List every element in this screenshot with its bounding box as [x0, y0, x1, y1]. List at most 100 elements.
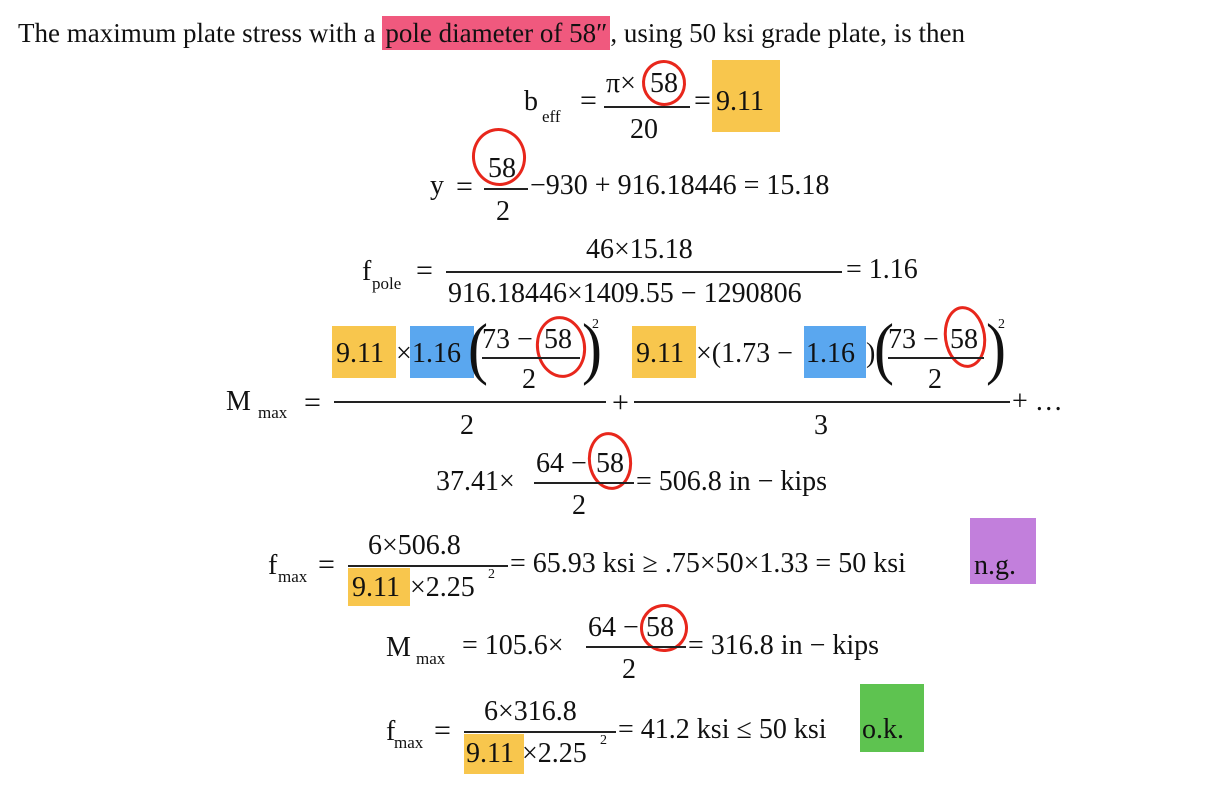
term1-beff: 9.11 — [336, 338, 384, 369]
term1-exponent: 2 — [592, 317, 599, 332]
fmax1-beff-highlight — [348, 568, 410, 606]
moment1-numerator: 64 − — [536, 448, 587, 479]
beff-result-highlight — [712, 60, 780, 132]
term2-fpole: 1.16 — [806, 338, 855, 369]
fmax1-denominator-rest: ×2.25 — [410, 572, 475, 603]
term2-times-open: ×(1.73 − — [696, 338, 793, 369]
term1-denominator: 2 — [460, 410, 474, 441]
fmax2-denominator-beff: 9.11 — [466, 738, 514, 769]
y-rest: −930 + 916.18446 = 15.18 — [530, 170, 830, 201]
intro-text-after: , using 50 ksi grade plate, is then — [610, 18, 966, 48]
fmax1-equals: = — [318, 548, 335, 581]
term2-beff-highlight — [632, 326, 696, 378]
mmax2-result: = 316.8 in − kips — [688, 630, 880, 661]
term1-inner-diameter: 58 — [544, 324, 572, 355]
fmax2-numerator: 6×316.8 — [484, 696, 577, 727]
fmax2-result: = 41.2 ksi ≤ 50 ksi — [618, 714, 827, 745]
fpole-equals: = — [416, 254, 433, 287]
fmax2-verdict-highlight — [860, 684, 924, 752]
beff-diameter-circle — [639, 57, 689, 109]
term1-left-paren: ( — [468, 310, 488, 386]
mmax2-prefix: = 105.6× — [462, 630, 564, 661]
fmax2-verdict: o.k. — [862, 714, 904, 745]
mmax2-numerator: 64 − — [588, 612, 639, 643]
intro-sentence: The maximum plate stress with a pole dia… — [18, 16, 966, 50]
mmax2-symbol: M — [386, 632, 411, 663]
beff-equals: = — [580, 84, 597, 117]
moment1-fraction-bar — [534, 482, 634, 484]
fmax2-denominator-rest: ×2.25 — [522, 738, 587, 769]
term2-denominator: 3 — [814, 410, 828, 441]
mmax-plus: + — [612, 386, 629, 419]
beff-subscript: eff — [542, 107, 561, 126]
intro-text-before: The maximum plate stress with a — [18, 18, 383, 48]
beff-fraction-bar — [604, 106, 690, 108]
term2-close: ) — [866, 338, 876, 369]
term2-left-paren: ( — [874, 310, 894, 386]
fmax2-subscript: max — [394, 733, 424, 752]
y-numerator: 58 — [488, 153, 516, 184]
moment1-prefix: 37.41× — [436, 466, 515, 497]
fmax2-beff-highlight — [464, 734, 524, 774]
fmax1-verdict-highlight — [970, 518, 1036, 584]
fmax2-symbol: f — [386, 716, 396, 747]
mmax-tail: + … — [1012, 386, 1063, 417]
term1-inner-denominator: 2 — [522, 364, 536, 395]
term1-beff-highlight — [332, 326, 396, 378]
mmax2-diameter: 58 — [646, 612, 674, 643]
term1-fpole-highlight — [410, 326, 474, 378]
fmax2-fraction-bar — [464, 731, 616, 733]
mmax-subscript: max — [258, 403, 288, 422]
y-fraction-bar — [484, 188, 528, 190]
term2-inner-fraction-bar — [888, 357, 984, 359]
term2-diameter-circle — [939, 303, 991, 371]
y-diameter-circle — [468, 124, 530, 190]
term1-inner-fraction-bar — [482, 357, 580, 359]
moment1-result: = 506.8 in − kips — [636, 466, 828, 497]
fpole-denominator: 916.18446×1409.55 − 1290806 — [448, 278, 802, 309]
mmax-equals: = — [304, 386, 321, 419]
term2-right-paren: ) — [986, 310, 1006, 386]
beff-result: 9.11 — [716, 86, 764, 117]
y-equals: = — [456, 170, 473, 203]
term2-inner-denominator: 2 — [928, 364, 942, 395]
fpole-numerator: 46×15.18 — [586, 234, 693, 265]
fmax1-symbol: f — [268, 550, 278, 581]
fmax1-denominator-beff: 9.11 — [352, 572, 400, 603]
mmax2-denominator: 2 — [622, 654, 636, 685]
fmax1-subscript: max — [278, 567, 308, 586]
fmax1-numerator: 6×506.8 — [368, 530, 461, 561]
fpole-symbol: f — [362, 256, 372, 287]
fmax1-denominator-exp: 2 — [488, 567, 495, 582]
beff-equals-2: = — [694, 84, 711, 117]
fmax1-result: = 65.93 ksi ≥ .75×50×1.33 = 50 ksi — [510, 548, 906, 579]
term1-fpole: 1.16 — [412, 338, 461, 369]
term1-times: × — [396, 338, 412, 369]
fpole-fraction-bar — [446, 271, 842, 273]
beff-denominator: 20 — [630, 114, 658, 145]
fpole-subscript: pole — [372, 274, 402, 293]
fmax1-fraction-bar — [348, 565, 508, 567]
mmax2-subscript: max — [416, 649, 446, 668]
term2-fpole-highlight — [804, 326, 866, 378]
fmax2-denominator-exp: 2 — [600, 733, 607, 748]
beff-numerator-diameter: 58 — [650, 68, 678, 99]
y-symbol: y — [430, 170, 444, 201]
beff-symbol: b — [524, 86, 538, 117]
term1-inner-numerator: 73 − — [482, 324, 533, 355]
term2-fraction-bar — [634, 401, 1010, 403]
fpole-result: = 1.16 — [846, 254, 918, 285]
mmax2-fraction-bar — [586, 646, 686, 648]
term2-inner-numerator: 73 − — [888, 324, 939, 355]
moment1-denominator: 2 — [572, 490, 586, 521]
term1-fraction-bar — [334, 401, 606, 403]
moment1-diameter: 58 — [596, 448, 624, 479]
term2-exponent: 2 — [998, 317, 1005, 332]
y-denominator: 2 — [496, 196, 510, 227]
term1-right-paren: ) — [582, 310, 602, 386]
term2-inner-diameter: 58 — [950, 324, 978, 355]
pole-diameter-highlight: pole diameter of 58″ — [382, 16, 611, 50]
fmax2-equals: = — [434, 714, 451, 747]
beff-numerator-pi: π× — [606, 68, 636, 99]
term2-beff: 9.11 — [636, 338, 684, 369]
